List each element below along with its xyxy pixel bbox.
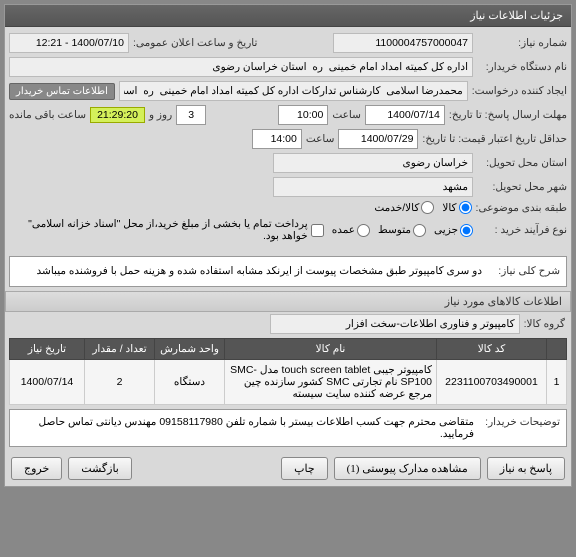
field-org [9,57,473,77]
field-province [273,153,473,173]
goods-table: کد کالا نام کالا واحد شمارش تعداد / مقدا… [9,338,567,405]
panel-title: جزئیات اطلاعات نیاز [5,5,571,27]
field-need-no [333,33,473,53]
label-remain: ساعت باقی مانده [9,109,86,121]
cell-code: 2231100703490001 [437,359,547,404]
field-validity-date[interactable] [338,129,418,149]
cell-idx: 1 [547,359,567,404]
label-group: گروه کالا: [524,318,565,330]
label-need-no: شماره نیاز: [477,37,567,49]
label-announce: تاریخ و ساعت اعلان عمومی: [133,37,257,49]
attachments-button[interactable]: مشاهده مدارک پیوستی (1) [334,457,481,480]
field-deadline-date[interactable] [365,105,445,125]
settlement-check[interactable]: پرداخت تمام یا بخشی از مبلغ خرید،از محل … [9,218,324,242]
field-announce [9,33,129,53]
row-validity: حداقل تاریخ اعتبار قیمت: تا تاریخ: ساعت [9,129,567,149]
exit-button[interactable]: خروج [11,457,62,480]
back-button[interactable]: بازگشت [68,457,132,480]
cell-qty: 2 [85,359,155,404]
row-province: استان محل تحویل: [9,153,567,173]
summary-text: دو سری کامپیوتر طبق مشخصات پیوست از ایرن… [37,263,482,280]
th-unit: واحد شمارش [155,338,225,359]
row-creator: ایجاد کننده درخواست: اطلاعات تماس خریدار [9,81,567,101]
cell-unit: دستگاه [155,359,225,404]
goods-section-title: اطلاعات کالاهای مورد نیاز [5,291,571,312]
label-process: نوع فرآیند خرید : [477,224,567,236]
th-name: نام کالا [225,338,437,359]
print-button[interactable]: چاپ [281,457,328,480]
radio-minor[interactable]: جزیی [434,224,473,237]
label-time1: ساعت [332,109,361,121]
label-summary: شرح کلی نیاز: [490,263,560,280]
reply-button[interactable]: پاسخ به نیاز [487,457,565,480]
row-org: نام دستگاه خریدار: [9,57,567,77]
cell-name: کامپیوتر جیبی touch screen tablet مدل SM… [225,359,437,404]
row-group: گروه کالا: [5,314,571,334]
category-radios: کالا کالا/خدمت [374,201,471,214]
th-code: کد کالا [437,338,547,359]
label-buyer-note: توضیحات خریدار: [480,416,560,440]
footer-buttons: پاسخ به نیاز مشاهده مدارک پیوستی (1) چاپ… [5,451,571,486]
th-idx [547,338,567,359]
row-need-no: شماره نیاز: تاریخ و ساعت اعلان عمومی: [9,33,567,53]
label-city: شهر محل تحویل: [477,181,567,193]
buyer-note-text: متقاضی محترم جهت کسب اطلاعات بیستر با شم… [16,416,474,440]
contact-button[interactable]: اطلاعات تماس خریدار [9,83,115,100]
field-days [176,105,206,125]
process-radios: جزیی متوسط عمده [332,224,473,237]
row-city: شهر محل تحویل: [9,177,567,197]
label-province: استان محل تحویل: [477,157,567,169]
radio-service[interactable]: کالا/خدمت [374,201,434,214]
field-city [273,177,473,197]
buyer-note-box: توضیحات خریدار: متقاضی محترم جهت کسب اطل… [9,409,567,447]
details-panel: جزئیات اطلاعات نیاز شماره نیاز: تاریخ و … [4,4,572,487]
label-creator: ایجاد کننده درخواست: [472,85,567,97]
label-org: نام دستگاه خریدار: [477,61,567,73]
label-validity: حداقل تاریخ اعتبار قیمت: تا تاریخ: [422,133,567,145]
cell-date: 1400/07/14 [10,359,85,404]
label-days: روز و [149,109,172,121]
th-qty: تعداد / مقدار [85,338,155,359]
row-category: طبقه بندی موضوعی: کالا کالا/خدمت [9,201,567,214]
radio-major[interactable]: عمده [332,224,370,237]
countdown: 21:29:20 [90,107,145,123]
field-validity-time[interactable] [252,129,302,149]
table-header-row: کد کالا نام کالا واحد شمارش تعداد / مقدا… [10,338,567,359]
field-deadline-time[interactable] [278,105,328,125]
label-time2: ساعت [306,133,335,145]
label-category: طبقه بندی موضوعی: [476,202,567,214]
field-group [270,314,520,334]
radio-goods[interactable]: کالا [442,201,471,214]
label-deadline: مهلت ارسال پاسخ: تا تاریخ: [449,109,567,121]
row-deadline: مهلت ارسال پاسخ: تا تاریخ: ساعت روز و 21… [9,105,567,125]
field-creator [119,81,468,101]
table-row[interactable]: 1 2231100703490001 کامپیوتر جیبی touch s… [10,359,567,404]
th-date: تاریخ نیاز [10,338,85,359]
radio-medium[interactable]: متوسط [378,224,426,237]
row-process: نوع فرآیند خرید : جزیی متوسط عمده پرداخت… [9,218,567,242]
form-area: شماره نیاز: تاریخ و ساعت اعلان عمومی: نا… [5,27,571,252]
summary-box: شرح کلی نیاز: دو سری کامپیوتر طبق مشخصات… [9,256,567,287]
